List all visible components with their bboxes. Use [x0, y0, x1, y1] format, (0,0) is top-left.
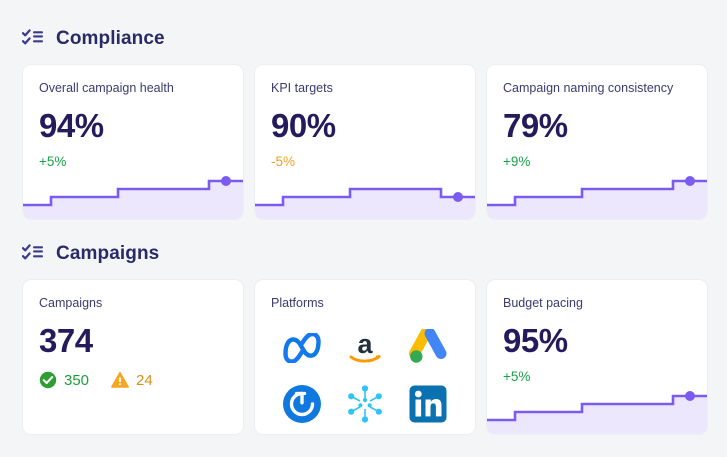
card-label: Overall campaign health	[39, 81, 174, 95]
status-count-warn: 24	[111, 371, 153, 389]
card-value: 374	[39, 322, 93, 359]
card-value: 95%	[503, 322, 568, 359]
card-label: KPI targets	[271, 81, 333, 95]
linkedin-logo	[409, 385, 447, 423]
card-value: 79%	[503, 107, 568, 144]
card-delta: +5%	[39, 154, 67, 169]
card-campaigns-count[interactable]: Campaigns 374 350	[22, 279, 244, 435]
status-count-ok: 350	[39, 371, 89, 389]
google-ads-logo	[408, 329, 448, 367]
warning-triangle-icon	[111, 371, 129, 389]
card-platforms[interactable]: Platforms	[254, 279, 476, 435]
card-budget-pacing[interactable]: Budget pacing 95% +5%	[486, 279, 708, 435]
criteo-logo	[344, 383, 386, 425]
card-overall-campaign-health[interactable]: Overall campaign health 94% +5%	[22, 64, 244, 220]
sparkline-chart	[255, 175, 475, 219]
compliance-section: Compliance Overall campaign health 94% +…	[0, 28, 727, 220]
meta-logo	[281, 333, 323, 363]
compliance-cards-row: Overall campaign health 94% +5%	[0, 64, 727, 220]
card-value: 90%	[271, 107, 336, 144]
card-delta: +9%	[503, 154, 531, 169]
platforms-grid: a	[271, 325, 459, 427]
campaign-status-counts: 350 24	[39, 371, 227, 389]
section-header-compliance: Compliance	[0, 28, 727, 48]
card-label: Campaigns	[39, 296, 103, 310]
card-label: Budget pacing	[503, 296, 583, 310]
section-header-campaigns: Campaigns	[0, 243, 727, 263]
platform-google-ads[interactable]	[405, 325, 451, 371]
checklist-icon	[21, 243, 44, 263]
platform-linkedin[interactable]	[405, 381, 451, 427]
trade-desk-logo	[282, 384, 322, 424]
platform-amazon[interactable]: a	[342, 325, 388, 371]
sparkline-chart	[23, 175, 243, 219]
checklist-icon	[21, 28, 44, 48]
campaigns-cards-row: Campaigns 374 350	[0, 279, 727, 435]
platform-trade-desk[interactable]	[279, 381, 325, 427]
platform-meta[interactable]	[279, 325, 325, 371]
sparkline-chart	[487, 175, 707, 219]
card-value: 94%	[39, 107, 104, 144]
svg-text:a: a	[357, 329, 373, 359]
sparkline-chart	[487, 390, 707, 434]
card-delta: -5%	[271, 154, 296, 169]
status-count-value: 24	[136, 371, 153, 389]
section-title: Campaigns	[56, 242, 160, 264]
platform-criteo[interactable]	[342, 381, 388, 427]
status-count-value: 350	[64, 371, 90, 389]
card-kpi-targets[interactable]: KPI targets 90% -5%	[254, 64, 476, 220]
card-label: Campaign naming consistency	[503, 81, 674, 95]
campaigns-section: Campaigns Campaigns 374	[0, 243, 727, 435]
amazon-logo: a	[345, 329, 385, 367]
card-campaign-naming-consistency[interactable]: Campaign naming consistency 79% +9%	[486, 64, 708, 220]
card-delta: +5%	[503, 369, 531, 384]
section-title: Compliance	[56, 27, 165, 49]
card-label: Platforms	[271, 296, 324, 310]
check-circle-icon	[39, 371, 57, 389]
